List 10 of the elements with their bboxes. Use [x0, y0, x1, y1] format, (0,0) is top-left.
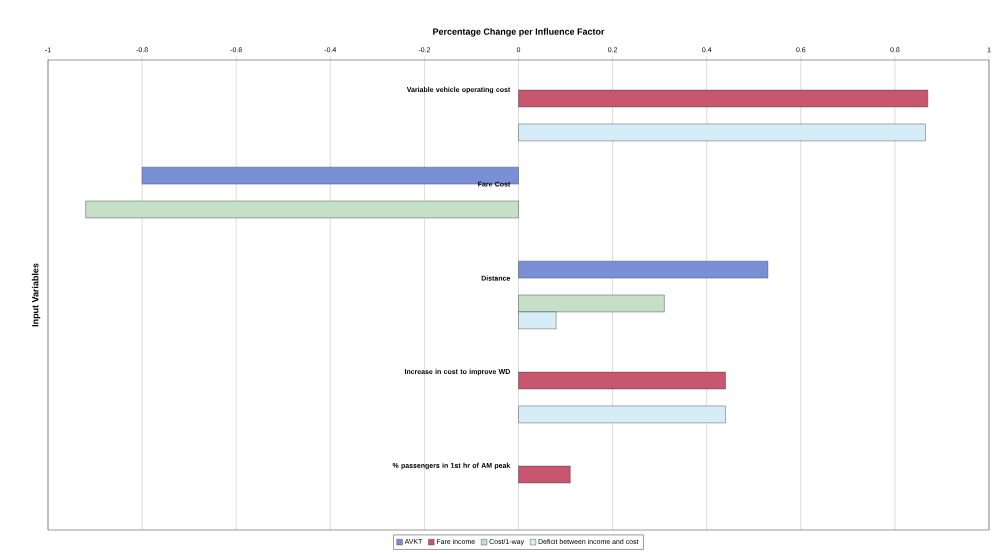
bar: [518, 371, 726, 390]
chart-title: Percentage Change per Influence Factor: [433, 28, 605, 37]
bar: [518, 465, 571, 484]
bar: [518, 123, 926, 142]
bar: [518, 260, 769, 279]
bar: [85, 200, 519, 219]
bar: [141, 166, 519, 185]
y-axis-title: Input Variables: [31, 263, 41, 327]
bar: [518, 89, 929, 108]
bar: [518, 405, 726, 424]
